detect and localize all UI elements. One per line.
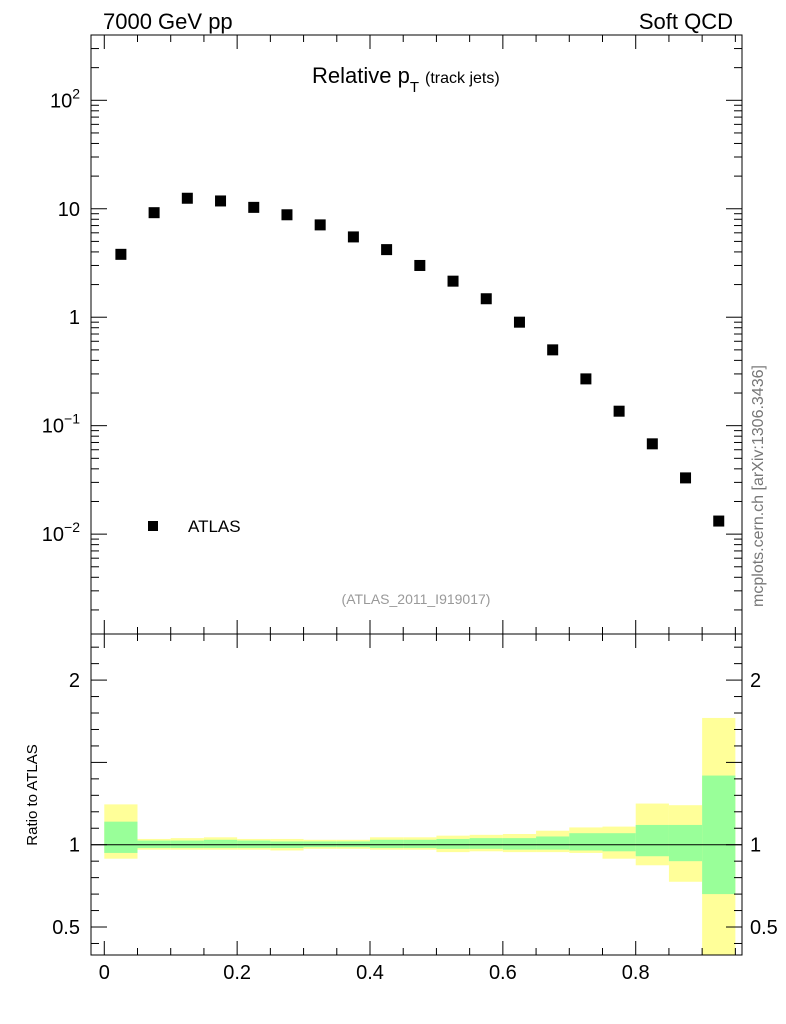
data-point (181, 192, 193, 204)
ratio-y-tick-label-right: 2 (750, 670, 761, 692)
ratio-inner-band (569, 833, 603, 851)
chart-title-main: Relative p (312, 63, 410, 88)
data-point (613, 405, 625, 417)
ratio-inner-band (370, 839, 404, 848)
chart-title: Relative pT (track jets) (312, 63, 500, 96)
ratio-inner-band (702, 775, 736, 895)
ratio-y-tick-label-right: 1 (750, 835, 761, 857)
chart-title-subscript: T (410, 79, 419, 96)
main-panel-frame (90, 34, 743, 635)
chart-title-paren: (track jets) (425, 70, 500, 87)
analysis-reference-label: (ATLAS_2011_I919017) (342, 591, 491, 607)
ratio-panel-frame (90, 633, 743, 956)
main-y-tick-label: 10−1 (42, 411, 80, 438)
x-tick-labels: 0 0.2 0.4 0.6 0.8 (99, 962, 650, 984)
data-point (248, 201, 260, 213)
main-y-tick-label: 10−2 (42, 519, 80, 546)
data-point (547, 344, 559, 356)
side-source-label: mcplots.cern.ch [arXiv:1306.3436] (750, 365, 767, 607)
data-point (347, 231, 359, 243)
data-point (148, 207, 160, 219)
data-point (480, 293, 492, 305)
ratio-inner-band (635, 824, 669, 857)
ratio-y-tick-label-right: 0.5 (750, 917, 778, 939)
main-y-tick-label: 102 (50, 85, 80, 112)
x-tick-label: 0.4 (356, 962, 384, 984)
header-energy-label: 7000 GeV pp (103, 9, 233, 34)
ratio-inner-band (536, 836, 570, 850)
data-point (281, 209, 293, 221)
data-point (646, 438, 658, 450)
header-category-label: Soft QCD (639, 9, 733, 34)
data-point (713, 515, 725, 527)
legend-label: ATLAS (188, 517, 241, 536)
data-point (447, 275, 459, 287)
ratio-inner-band (602, 833, 636, 852)
data-point (580, 373, 592, 385)
data-points (115, 192, 725, 527)
ratio-uncertainty-bands (104, 717, 736, 955)
main-y-tick-label: 1 (69, 307, 80, 329)
ratio-inner-band (203, 839, 238, 848)
ratio-inner-band (469, 838, 503, 849)
main-axis-ticks (91, 34, 742, 634)
ratio-y-tick-label: 1 (69, 835, 80, 857)
ratio-inner-band (502, 838, 537, 850)
main-panel: 102 10 1 10−1 10−2 Relative pT (track jets) A… (42, 34, 743, 635)
ratio-inner-band (403, 839, 437, 848)
data-point (215, 195, 227, 207)
x-tick-label: 0.2 (223, 962, 251, 984)
ratio-y-tick-label: 2 (69, 670, 80, 692)
x-tick-label: 0 (99, 962, 110, 984)
data-point (414, 259, 426, 271)
x-tick-label: 0.8 (622, 962, 650, 984)
ratio-inner-band (436, 838, 470, 849)
ratio-y-tick-labels: 0.5 0.5 1 1 2 2 (52, 670, 778, 939)
ratio-inner-band (104, 821, 138, 853)
ratio-axis-ticks (91, 634, 742, 955)
x-tick-label: 0.6 (489, 962, 517, 984)
main-y-tick-labels: 102 10 1 10−1 10−2 (42, 85, 80, 546)
data-point (314, 219, 326, 231)
data-point (115, 248, 127, 260)
data-point (381, 244, 393, 256)
ratio-inner-band (668, 824, 703, 862)
ratio-panel: 0.5 0.5 1 1 2 2 0 0.2 0.4 0.6 0.8 Ratio to ATLAS (24, 633, 778, 984)
ratio-y-axis-label: Ratio to ATLAS (24, 744, 41, 845)
main-y-tick-label: 10 (58, 199, 80, 221)
ratio-y-tick-label: 0.5 (52, 917, 80, 939)
data-point (513, 316, 525, 328)
legend-marker (148, 521, 158, 531)
data-point (680, 472, 692, 484)
